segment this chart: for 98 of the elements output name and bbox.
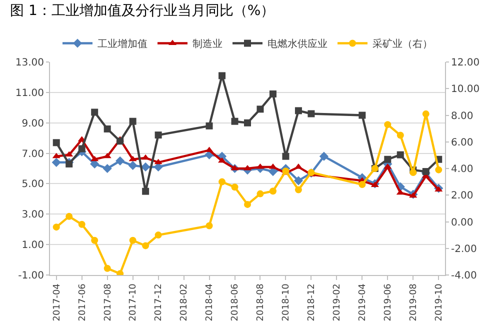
- point: [384, 163, 392, 169]
- point: [218, 72, 226, 80]
- y2-tick-label: 4.00: [451, 164, 474, 175]
- point: [154, 132, 162, 139]
- point: [52, 139, 60, 146]
- point: [256, 163, 264, 169]
- point: [78, 145, 86, 152]
- point: [218, 178, 226, 186]
- y-tick-label: 7.00: [22, 148, 44, 160]
- y-tick-label: 9.00: [22, 118, 44, 130]
- y2-tick-label: -4.00: [451, 270, 477, 282]
- point: [102, 164, 112, 174]
- point: [409, 192, 418, 198]
- point: [206, 222, 213, 230]
- point: [116, 138, 124, 145]
- point: [269, 188, 276, 195]
- legend-label: 采矿业（右）: [372, 38, 432, 50]
- x-tick-label: 2017-04: [52, 283, 62, 322]
- point: [90, 156, 99, 162]
- point: [358, 112, 366, 119]
- x-tick-label: 2017-08: [103, 283, 114, 322]
- point: [91, 236, 98, 244]
- point: [128, 156, 137, 162]
- point: [52, 224, 60, 231]
- point: [231, 184, 238, 191]
- y2-tick-label: 8.00: [451, 110, 474, 122]
- legend-label: 制造业: [192, 38, 222, 50]
- point: [206, 122, 213, 130]
- point: [308, 110, 315, 118]
- point: [319, 152, 328, 161]
- x-tick-label: 2018-02: [180, 284, 190, 322]
- x-tick-label: 2018-08: [256, 283, 266, 322]
- point: [129, 236, 136, 244]
- point: [256, 106, 264, 113]
- point: [294, 186, 302, 194]
- point: [142, 242, 150, 250]
- x-tick-label: 2019-06: [384, 283, 394, 322]
- y2-tick-label: 0.00: [451, 217, 474, 228]
- legend-label: 工业增加值: [98, 38, 148, 50]
- point: [434, 186, 443, 192]
- x-tick-label: 2017-06: [78, 283, 88, 322]
- x-tick-label: 2019-08: [409, 283, 420, 322]
- point: [66, 160, 73, 168]
- point: [384, 156, 392, 163]
- point: [435, 166, 442, 174]
- point: [422, 168, 430, 176]
- y2-tick-label: 2.00: [451, 190, 474, 202]
- point: [141, 162, 150, 172]
- point: [154, 158, 162, 164]
- y2-tick-label: 6.00: [451, 137, 474, 148]
- point: [52, 158, 61, 167]
- point: [358, 180, 366, 188]
- x-tick-label: 2018-10: [282, 283, 292, 322]
- point: [396, 189, 404, 195]
- x-tick-label: 2019-04: [358, 283, 368, 322]
- y-tick-label: 5.00: [22, 179, 44, 190]
- point: [129, 118, 136, 125]
- point: [244, 200, 251, 208]
- point: [396, 132, 404, 139]
- legend-label: 电燃水供应业: [268, 38, 328, 50]
- x-tick-label: 2018-06: [230, 283, 241, 322]
- point: [142, 188, 150, 195]
- x-tick-label: 2019-10: [434, 283, 445, 322]
- point: [128, 160, 138, 170]
- point: [78, 220, 86, 228]
- point: [104, 264, 111, 272]
- point: [52, 152, 60, 158]
- chart-title: 图 1：工业增加值及分行业当月同比（%）: [10, 2, 275, 19]
- point: [154, 232, 162, 239]
- point: [396, 151, 404, 158]
- y-tick-label: 3.00: [22, 210, 44, 221]
- y-tick-label: 13.00: [15, 58, 44, 68]
- point: [66, 212, 73, 220]
- point: [384, 121, 392, 128]
- point: [294, 176, 304, 186]
- point: [256, 190, 264, 198]
- y-tick-label: 11.00: [15, 88, 44, 99]
- y-tick-label: -1.00: [18, 270, 44, 282]
- point: [294, 107, 302, 114]
- x-tick-label: 2018-04: [205, 283, 216, 322]
- x-tick-label: 2018-12: [307, 284, 318, 322]
- point: [244, 119, 251, 126]
- y2-tick-label: -2.00: [451, 244, 477, 255]
- y-tick-label: 1.00: [22, 240, 44, 252]
- x-tick-label: 2017-10: [128, 283, 139, 322]
- point: [65, 151, 74, 157]
- point: [231, 118, 238, 125]
- x-tick-label: 2019-02: [332, 284, 343, 322]
- point: [269, 90, 276, 98]
- point: [91, 108, 98, 116]
- point: [104, 125, 111, 132]
- y2-tick-label: 10.00: [451, 84, 480, 96]
- x-tick-label: 2017-12: [154, 284, 164, 322]
- point: [103, 152, 112, 158]
- y2-tick-label: 12.00: [451, 58, 480, 68]
- point: [116, 156, 125, 166]
- point: [282, 152, 290, 160]
- point: [422, 110, 430, 118]
